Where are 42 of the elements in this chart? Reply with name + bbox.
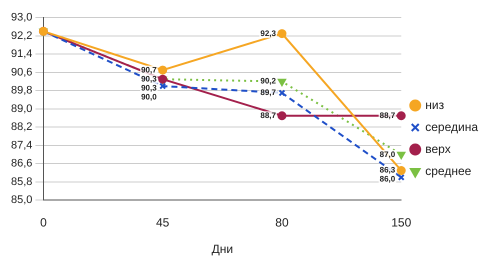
x-tick-label: 150	[391, 216, 412, 230]
point	[396, 111, 406, 120]
point	[277, 111, 286, 120]
x-tick-label: 80	[275, 216, 289, 230]
y-tick-label: 89,0	[10, 102, 32, 115]
point	[397, 152, 406, 160]
data-label: 92,3	[260, 28, 277, 38]
y-tick-label: 93,0	[10, 12, 32, 24]
data-label: 88,7	[380, 110, 396, 120]
data-label: 89,7	[260, 88, 277, 98]
point	[158, 66, 168, 75]
point	[278, 89, 286, 96]
point	[278, 78, 286, 86]
data-label: 86,3	[380, 166, 396, 175]
y-tick-label: 89,8	[10, 84, 32, 97]
data-label: 88,7	[260, 110, 277, 120]
point	[396, 166, 406, 176]
y-tick-label: 86,6	[10, 158, 32, 170]
data-label: 87,0	[380, 150, 396, 159]
y-tick-label: 92,2	[10, 30, 32, 42]
point	[159, 82, 166, 90]
legend-label: низ	[425, 98, 445, 112]
data-label: 90,3	[141, 74, 158, 84]
x-axis-title: Дни	[212, 242, 234, 256]
data-label: 90,2	[260, 76, 277, 86]
data-label: 86,0	[380, 174, 396, 184]
point	[398, 174, 405, 181]
data-label: 90,7	[141, 65, 158, 74]
legend-label: верх	[425, 142, 451, 156]
y-tick-label: 91,4	[10, 48, 32, 60]
point	[277, 29, 286, 38]
x-tick-label: 0	[40, 216, 48, 230]
legend-label: среднее	[425, 164, 472, 178]
data-label: 90,0	[141, 92, 158, 102]
x-tick-label: 45	[156, 216, 170, 230]
y-tick-label: 87,4	[10, 139, 32, 152]
data-label: 90,3	[141, 83, 158, 92]
y-tick-label: 85,0	[10, 194, 32, 206]
y-tick-label: 90,6	[10, 66, 32, 78]
y-tick-label: 85,8	[10, 176, 32, 188]
legend-label: середина	[425, 120, 478, 134]
y-tick-label: 88,2	[10, 121, 32, 134]
